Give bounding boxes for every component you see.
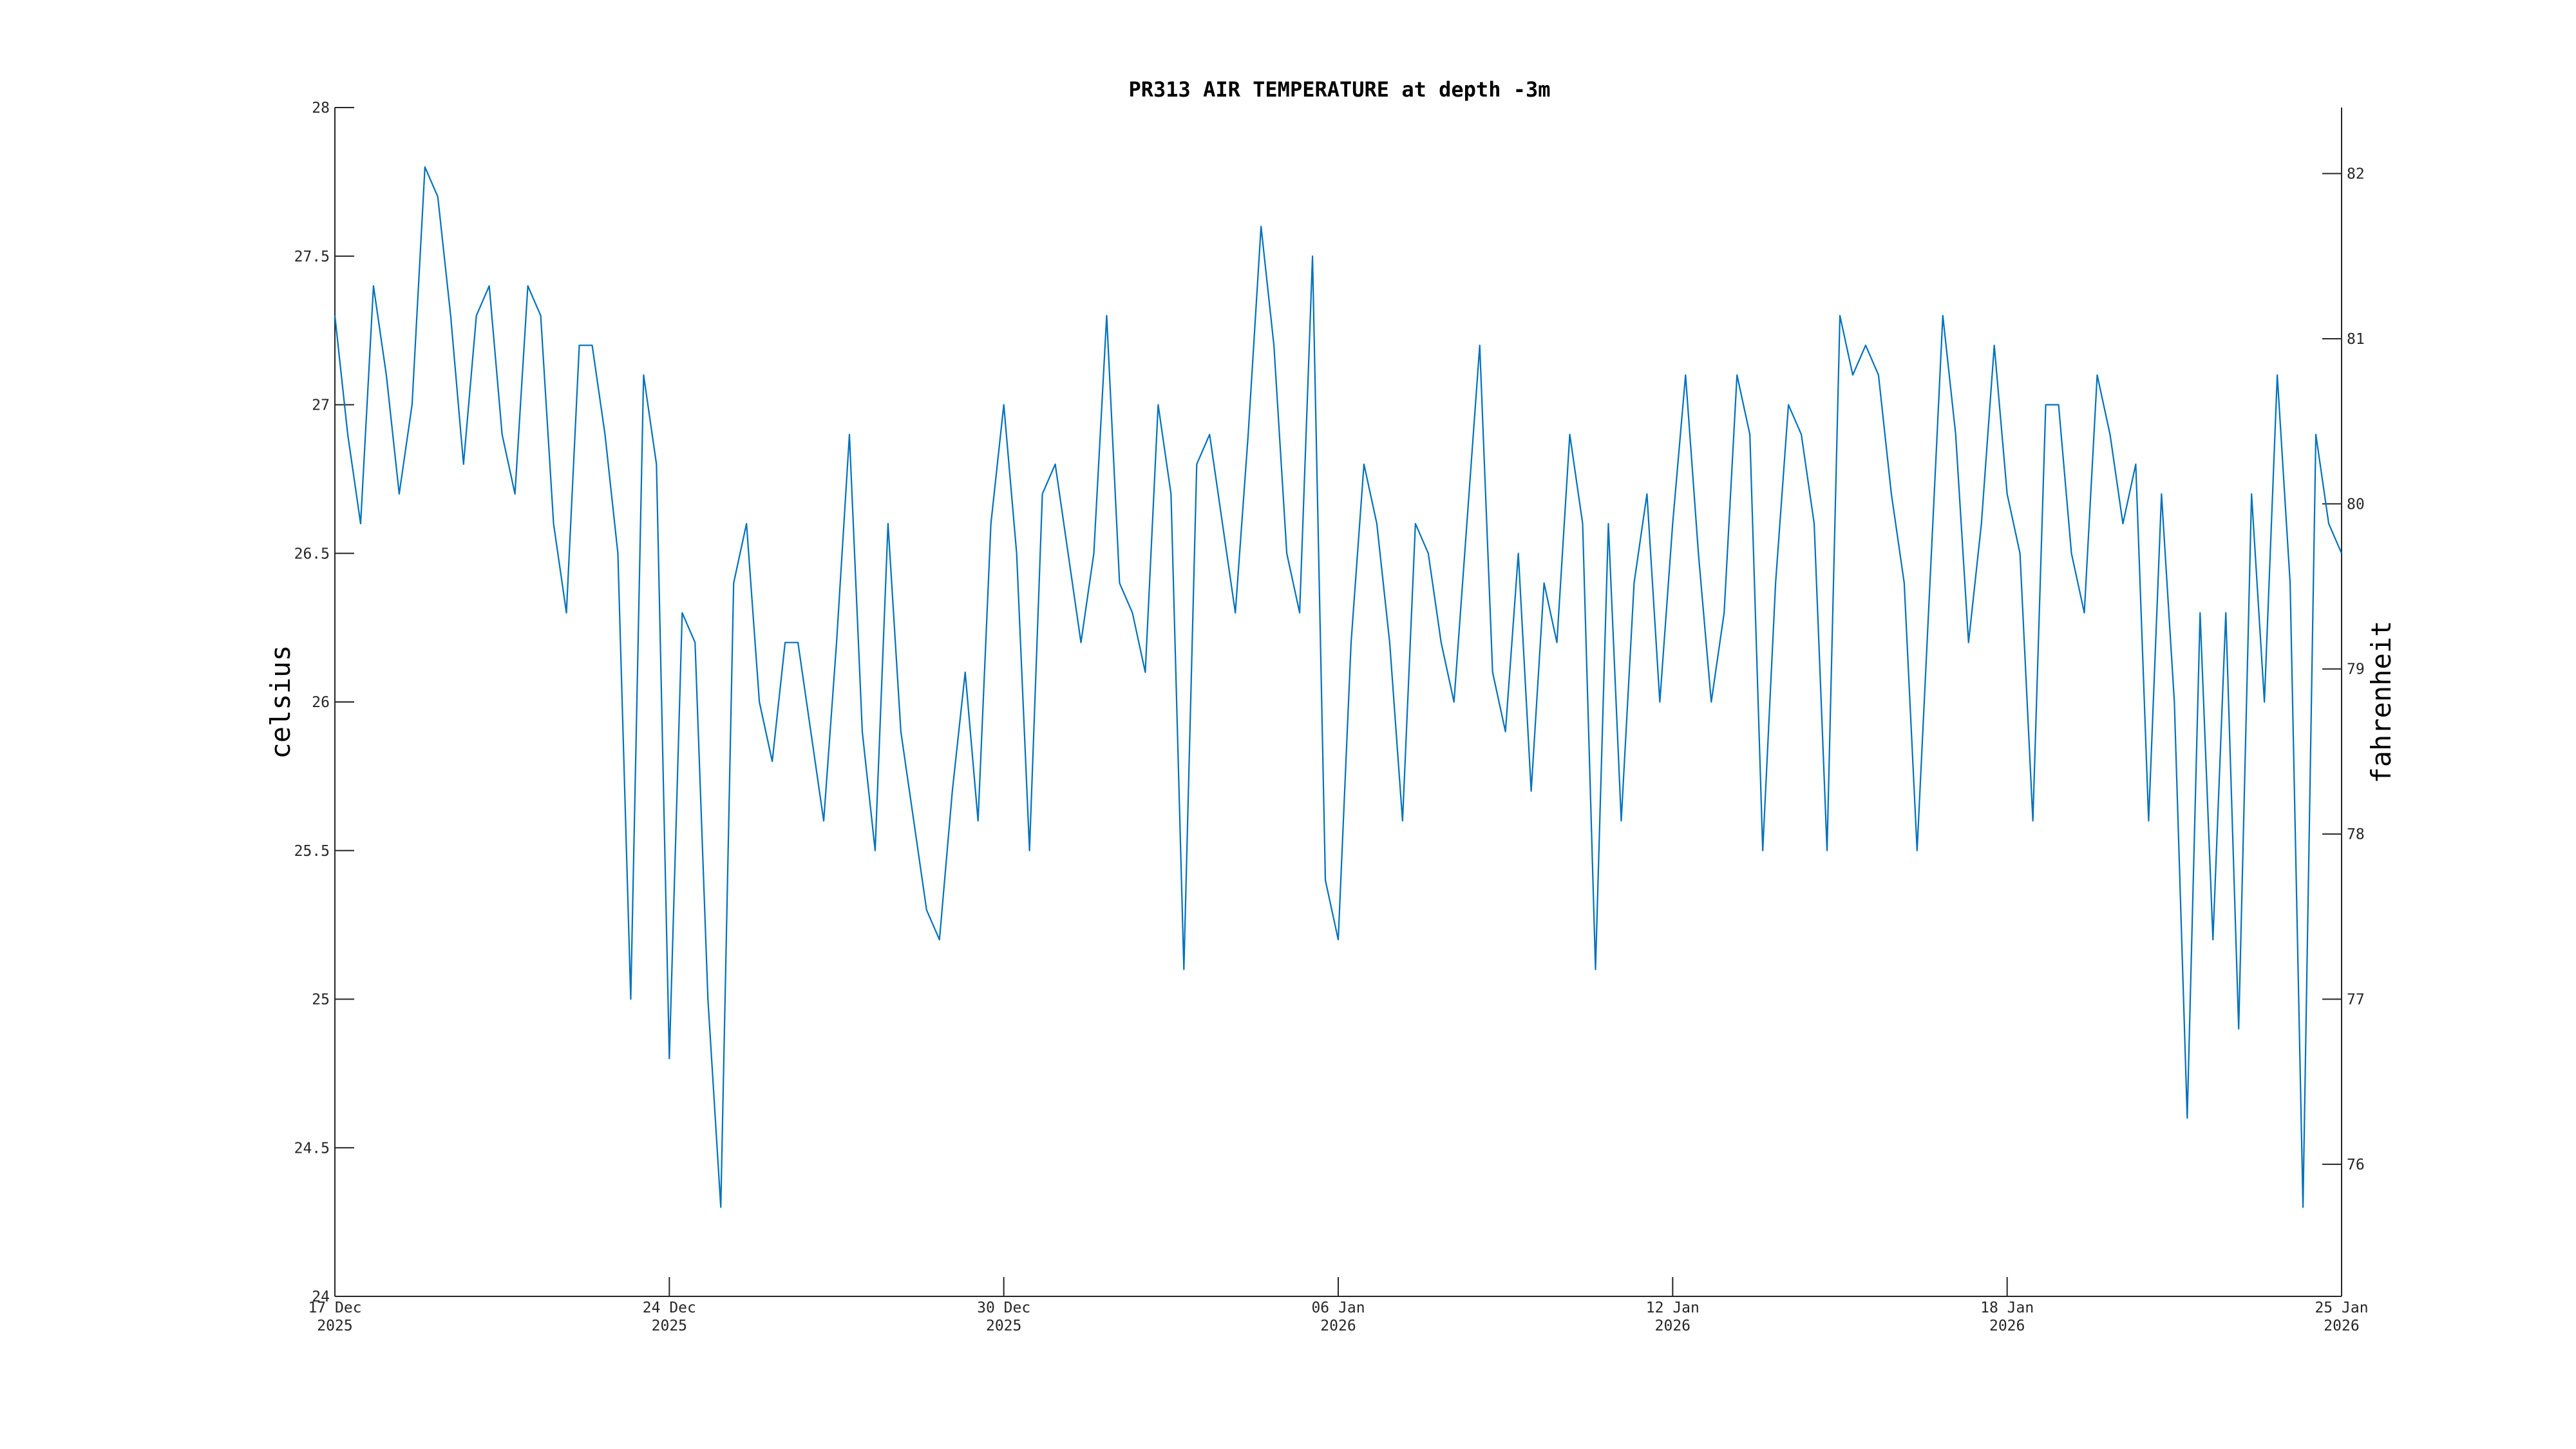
x-tick-label: 06 Jan 2026 (1311, 1300, 1365, 1334)
x-tick-label: 25 Jan 2026 (2315, 1300, 2368, 1334)
y-axis-label: celsius (265, 645, 296, 759)
y2-axis-label: fahrenheit (2365, 621, 2397, 784)
x-tick-label: 17 Dec 2025 (308, 1300, 361, 1334)
data-line (334, 166, 2343, 1208)
y2-tick-label: 80 (2347, 496, 2365, 513)
x-tick-label: 18 Jan 2026 (1980, 1300, 2034, 1334)
y-tick-label: 26 (312, 694, 330, 711)
y-tick-label: 24.5 (294, 1140, 330, 1157)
y2-tick-label: 78 (2347, 826, 2365, 843)
y2-tick-label: 77 (2347, 992, 2365, 1009)
y-tick-label: 25 (312, 992, 330, 1009)
y2-tick-label: 76 (2347, 1157, 2365, 1173)
x-tick-label: 12 Jan 2026 (1646, 1300, 1700, 1334)
chart-title: PR313 AIR TEMPERATURE at depth -3m (1128, 77, 1550, 102)
y-tick-label: 25.5 (294, 843, 330, 860)
y-tick-label: 26.5 (294, 545, 330, 562)
x-tick-label: 24 Dec 2025 (643, 1300, 696, 1334)
y-tick-label: 24 (312, 1289, 330, 1305)
x-tick-label: 30 Dec 2025 (977, 1300, 1030, 1334)
y-tick-label: 27.5 (294, 249, 330, 265)
y-tick-label: 28 (312, 100, 330, 117)
y2-tick-label: 82 (2347, 166, 2365, 183)
y2-tick-label: 79 (2347, 661, 2365, 678)
y-tick-label: 27 (312, 397, 330, 414)
y2-tick-label: 81 (2347, 331, 2365, 348)
